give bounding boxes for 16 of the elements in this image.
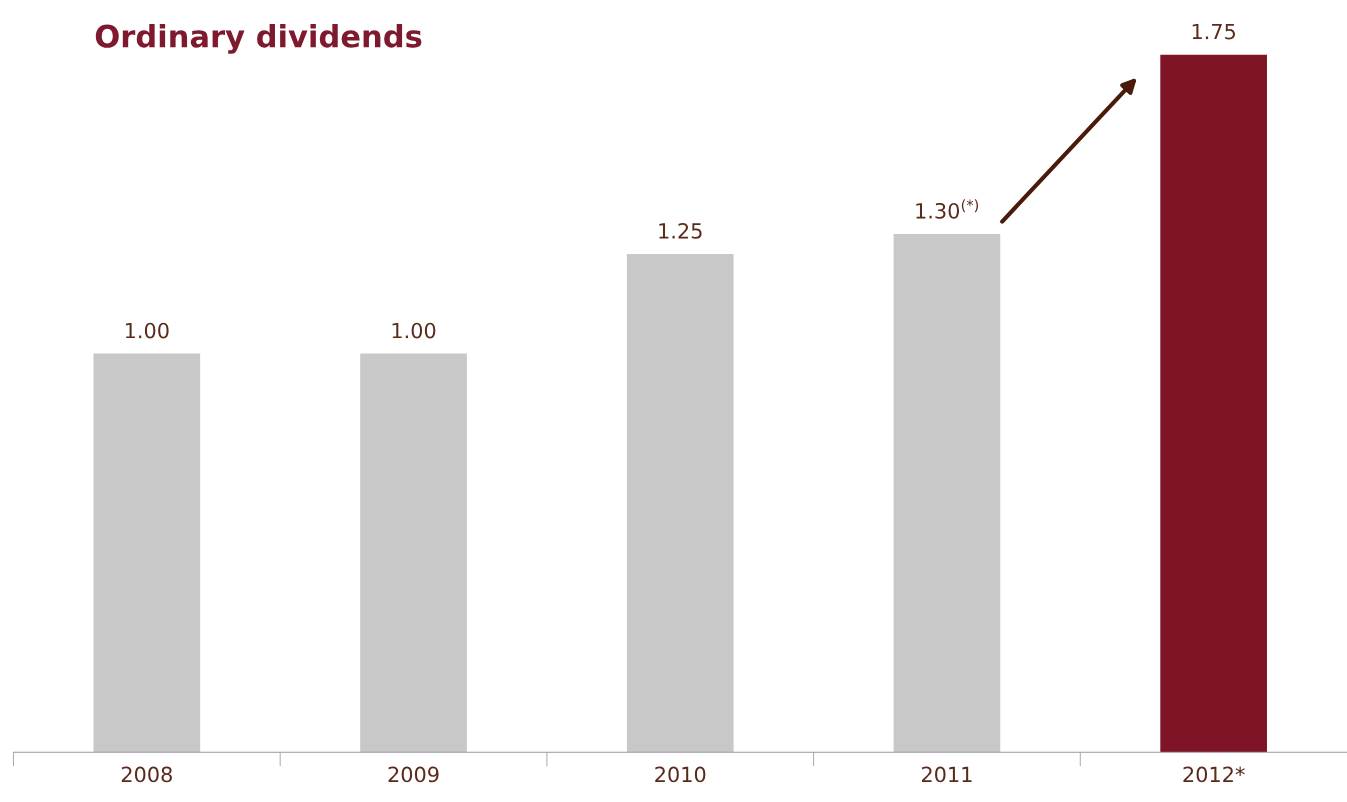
x-tick-label: 2010 — [655, 766, 706, 783]
data-label: 1.25 — [659, 222, 702, 239]
data-label: 1.00 — [392, 322, 436, 339]
x-tick-label: 2009 — [388, 766, 439, 783]
bar — [93, 353, 201, 753]
bar — [360, 353, 467, 753]
x-tick-label: 2012* — [1183, 766, 1245, 783]
chart-title: Ordinary dividends — [95, 24, 422, 54]
data-label: 1.00 — [125, 322, 169, 339]
data-label: 1.75 — [1192, 23, 1236, 40]
x-tick-label: 2008 — [121, 766, 172, 783]
x-tick-label: 2011 — [921, 766, 972, 783]
bar — [893, 233, 1001, 753]
data-label: 1.30$^{(*)}$ — [916, 199, 979, 219]
bar — [1160, 54, 1267, 753]
bar — [626, 253, 734, 753]
